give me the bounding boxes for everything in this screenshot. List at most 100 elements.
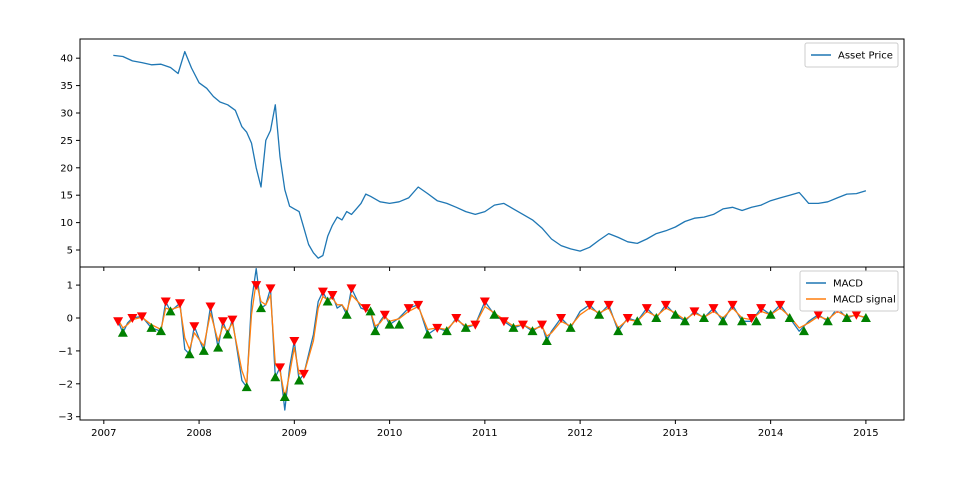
y-tick-label: 20: [60, 163, 73, 174]
sell-marker: [175, 299, 186, 309]
sell-marker: [113, 317, 124, 327]
buy-marker: [737, 316, 748, 326]
signal-markers: [113, 281, 871, 401]
buy-marker: [508, 322, 519, 332]
buy-marker: [270, 372, 281, 382]
sell-marker: [517, 320, 528, 330]
buy-marker: [165, 306, 176, 316]
buy-marker: [841, 313, 852, 322]
sell-marker: [205, 302, 216, 312]
sell-marker: [498, 317, 509, 327]
buy-marker: [365, 306, 376, 316]
series-line-asset-price: [113, 50, 867, 259]
sell-marker: [708, 304, 719, 314]
buy-marker: [222, 329, 233, 339]
buy-marker: [146, 322, 157, 332]
buy-marker: [422, 329, 433, 339]
x-tick-label: 2014: [758, 428, 783, 439]
sell-marker: [275, 363, 286, 373]
sell-marker: [136, 312, 147, 322]
buy-marker: [489, 309, 500, 319]
sell-marker: [479, 297, 490, 307]
sell-marker: [603, 300, 614, 310]
sell-marker: [556, 314, 567, 323]
sell-marker: [746, 314, 757, 323]
sell-marker: [160, 297, 171, 307]
buy-marker: [670, 309, 681, 319]
sell-marker: [317, 287, 328, 297]
buy-marker: [765, 309, 776, 319]
legend-label: MACD: [833, 279, 863, 290]
sell-marker: [346, 284, 357, 294]
buy-marker: [394, 319, 405, 329]
buy-marker: [822, 316, 833, 326]
sell-marker: [727, 300, 738, 310]
buy-marker: [213, 342, 224, 352]
sell-marker: [775, 300, 786, 310]
x-tick-label: 2013: [663, 428, 688, 439]
y-tick-label: 10: [60, 218, 73, 229]
buy-marker: [527, 326, 538, 336]
x-tick-label: 2015: [853, 428, 878, 439]
macd-panel: −3 −2 −1 0 1 2007 2008 2009 2010 2011 2012 2013 2014…: [58, 266, 905, 439]
sell-marker: [403, 304, 414, 314]
sell-marker: [289, 337, 300, 347]
buy-marker: [718, 316, 729, 326]
buy-marker: [784, 313, 795, 322]
buy-marker: [594, 309, 605, 319]
y-tick-label: 15: [60, 191, 73, 202]
y-tick-label: −1: [58, 346, 73, 357]
buy-marker: [860, 313, 871, 322]
y-tick-label: 1: [67, 281, 73, 292]
sell-marker: [227, 315, 238, 325]
buy-marker: [117, 327, 128, 337]
x-tick-label: 2010: [377, 428, 402, 439]
sell-marker: [327, 290, 338, 300]
buy-marker: [279, 391, 290, 401]
legend-label: Asset Price: [838, 51, 893, 62]
buy-marker: [370, 326, 381, 336]
buy-marker: [384, 319, 395, 329]
sell-marker: [298, 369, 309, 379]
x-tick-label: 2011: [472, 428, 497, 439]
legend-box: [804, 42, 899, 68]
y-tick-label: 25: [60, 136, 73, 147]
sell-marker: [660, 300, 671, 310]
sell-marker: [756, 304, 767, 314]
buy-marker: [198, 345, 209, 355]
buy-marker: [698, 313, 709, 322]
buy-marker: [322, 296, 333, 306]
sell-marker: [265, 284, 276, 294]
buy-marker: [751, 316, 762, 326]
buy-marker: [541, 336, 552, 346]
buy-marker: [441, 326, 452, 336]
buy-marker: [632, 316, 643, 326]
buy-marker: [255, 303, 266, 313]
buy-marker: [651, 313, 662, 322]
y-tick-label: 0: [67, 314, 73, 325]
sell-marker: [813, 310, 824, 320]
sell-marker: [537, 320, 548, 330]
buy-marker: [798, 326, 809, 336]
sell-marker: [470, 320, 481, 330]
legend-label: MACD signal: [833, 295, 896, 306]
sell-marker: [360, 304, 371, 314]
buy-marker: [341, 309, 352, 319]
buy-marker: [679, 316, 690, 326]
x-tick-label: 2009: [282, 428, 307, 439]
buy-marker: [565, 322, 576, 332]
legend: MACD MACD signal: [799, 270, 899, 312]
buy-marker: [241, 382, 252, 392]
y-tick-label: −3: [58, 412, 73, 423]
sell-marker: [432, 323, 443, 333]
sell-marker: [689, 307, 700, 317]
sell-marker: [641, 304, 652, 314]
y-tick-label: −2: [58, 379, 73, 390]
y-tick-label: 5: [67, 246, 73, 257]
legend: Asset Price: [804, 42, 899, 68]
sell-marker: [217, 317, 228, 327]
buy-marker: [613, 326, 624, 336]
sell-marker: [622, 314, 633, 323]
sell-marker: [189, 322, 200, 332]
